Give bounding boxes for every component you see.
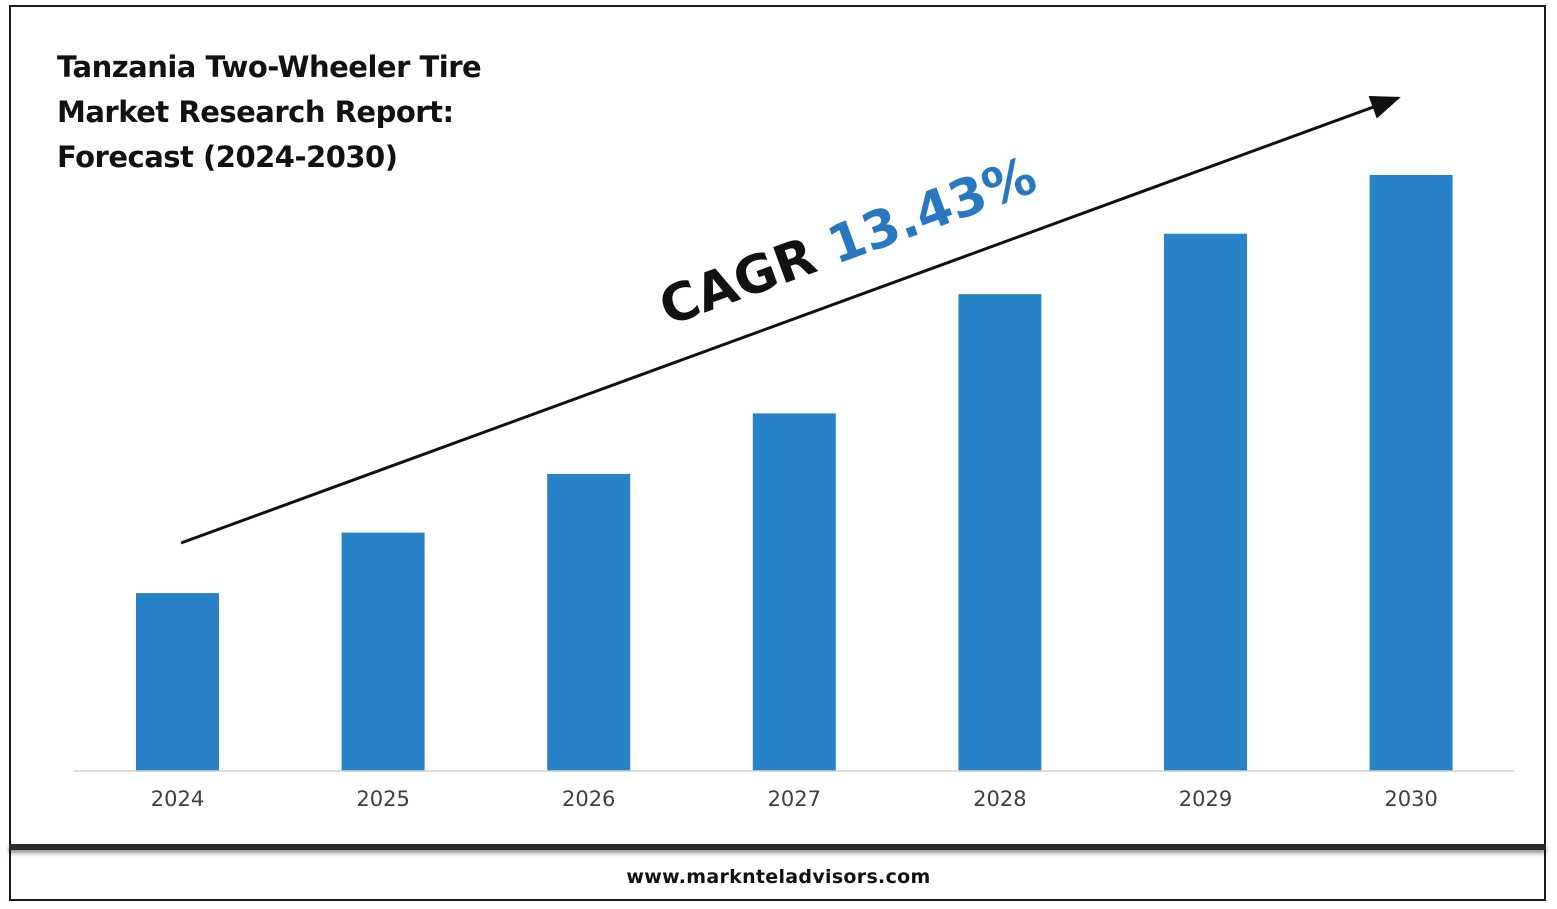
footer-divider xyxy=(9,844,1546,850)
title-line-2: Market Research Report: xyxy=(57,95,454,129)
x-tick-label-2026: 2026 xyxy=(562,787,615,811)
x-tick-label-2027: 2027 xyxy=(768,787,821,811)
bar-2025 xyxy=(341,532,425,771)
x-tick-label-2030: 2030 xyxy=(1384,787,1437,811)
bar-2027 xyxy=(752,413,836,771)
cagr-label: CAGR xyxy=(652,226,824,338)
x-tick-label-2028: 2028 xyxy=(973,787,1026,811)
title-line-3: Forecast (2024-2030) xyxy=(57,140,398,174)
title-line-1: Tanzania Two-Wheeler Tire xyxy=(57,50,482,84)
x-tick-labels: 2024 2025 2026 2027 2028 2029 2030 xyxy=(151,787,1438,811)
chart-title: Tanzania Two-Wheeler Tire Market Researc… xyxy=(57,45,577,180)
bar-2028 xyxy=(958,294,1042,771)
x-tick-label-2025: 2025 xyxy=(356,787,409,811)
footer-url[interactable]: www.marknteladvisors.com xyxy=(626,866,931,888)
x-tick-label-2024: 2024 xyxy=(151,787,204,811)
bar-2029 xyxy=(1164,233,1247,771)
bar-2024 xyxy=(136,593,219,771)
x-tick-label-2029: 2029 xyxy=(1179,787,1232,811)
bar-2030 xyxy=(1369,175,1453,771)
growth-trend-arrow xyxy=(180,96,1401,545)
bar-2026 xyxy=(547,473,631,771)
bars-layer xyxy=(136,175,1453,771)
cagr-value: 13.43% xyxy=(820,146,1044,277)
